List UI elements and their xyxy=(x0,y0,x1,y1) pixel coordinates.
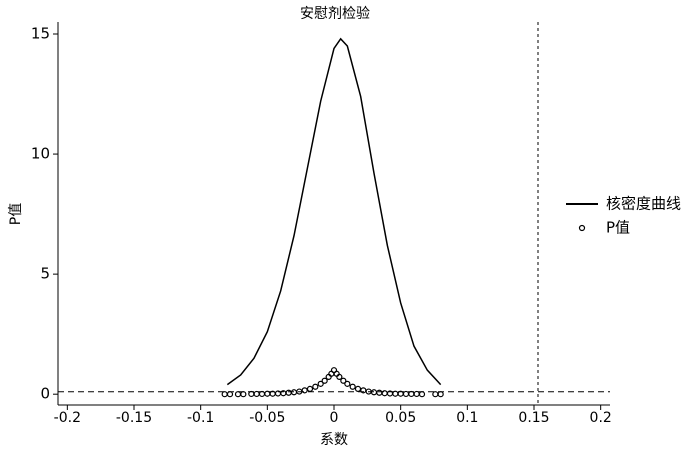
p-value-point xyxy=(344,380,351,387)
y-tick-label: 0 xyxy=(40,385,50,403)
p-value-point xyxy=(264,390,271,397)
p-value-point xyxy=(221,391,228,398)
p-value-point xyxy=(317,380,324,387)
density-line xyxy=(226,37,442,386)
p-value-point xyxy=(301,387,308,394)
p-value-point xyxy=(354,385,362,393)
p-value-point xyxy=(349,383,356,390)
p-value-point xyxy=(437,391,444,398)
x-tick-label: 0.1 xyxy=(456,410,478,426)
y-tick-label: 5 xyxy=(40,265,50,283)
p-value-point xyxy=(381,390,388,397)
p-value-point xyxy=(413,390,420,398)
legend-marker xyxy=(578,224,586,232)
p-value-point xyxy=(312,383,319,390)
p-value-point xyxy=(240,391,247,398)
p-value-point xyxy=(234,391,242,398)
p-value-point xyxy=(432,391,439,398)
p-value-point xyxy=(336,373,343,381)
p-value-point xyxy=(321,377,328,384)
p-value-point xyxy=(226,391,234,398)
p-value-point xyxy=(340,377,347,384)
p-value-point xyxy=(285,389,292,396)
x-tick-label: 0 xyxy=(330,410,339,426)
p-value-point xyxy=(418,391,426,398)
x-tick-label: 0.2 xyxy=(590,410,612,426)
x-tick-label: 0.15 xyxy=(518,410,549,426)
legend-label: P值 xyxy=(606,219,630,237)
p-value-point xyxy=(402,390,410,398)
chart-title: 安慰剂检验 xyxy=(300,5,370,22)
p-value-point xyxy=(253,390,260,398)
p-value-point xyxy=(376,389,383,396)
y-tick-label: 10 xyxy=(31,145,50,163)
x-tick-label: 0.05 xyxy=(385,410,416,426)
x-axis-label: 系数 xyxy=(320,432,348,448)
legend-label: 核密度曲线 xyxy=(606,195,681,213)
p-value-point xyxy=(306,385,314,393)
y-tick-label: 15 xyxy=(31,25,50,43)
x-tick-label: -0.05 xyxy=(249,410,285,426)
p-value-point xyxy=(392,390,399,397)
x-tick-label: -0.2 xyxy=(54,410,81,426)
x-tick-label: -0.15 xyxy=(116,410,152,426)
x-tick-label: -0.1 xyxy=(187,410,214,426)
y-axis-label: P值 xyxy=(8,203,24,225)
